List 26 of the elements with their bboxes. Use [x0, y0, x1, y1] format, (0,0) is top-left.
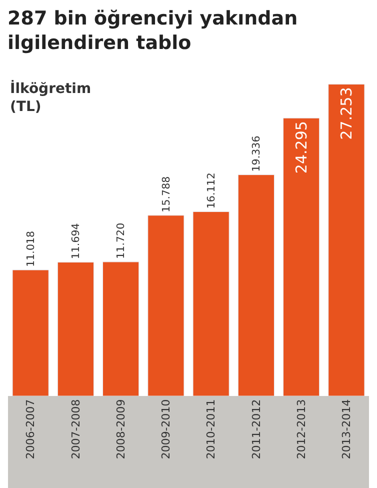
bar [12, 270, 49, 396]
bar [102, 262, 140, 396]
x-tick-label: 2008-2009 [114, 399, 128, 460]
bar [328, 84, 365, 396]
bar [57, 262, 94, 396]
bar [238, 174, 274, 396]
data-label: 19.336 [250, 136, 263, 172]
data-label: 16.112 [206, 172, 218, 209]
x-tick-label: 2007-2008 [69, 399, 82, 460]
data-label: 11.720 [115, 222, 128, 259]
chart-title: 287 bin öğrenciyi yakından ilgilendiren tablo [8, 7, 298, 54]
x-tick-label: 2012-2013 [294, 399, 308, 460]
x-tick-label: 2006-2007 [24, 399, 38, 460]
x-tick-label: 2013-2014 [340, 399, 354, 460]
y-axis-title: İlköğretim (TL) [10, 80, 92, 116]
data-label: 24.295 [292, 121, 310, 174]
x-tick-label: 2009-2010 [160, 399, 173, 460]
bar [148, 215, 184, 396]
data-label: 27.253 [337, 87, 356, 140]
bar [192, 211, 230, 396]
data-label: 11.694 [70, 223, 82, 260]
x-tick-label: 2010-2011 [204, 399, 218, 460]
data-label: 15.788 [160, 176, 172, 212]
x-tick-label: 2011-2012 [250, 399, 263, 460]
bar [283, 118, 320, 396]
data-label: 11.018 [25, 230, 37, 267]
